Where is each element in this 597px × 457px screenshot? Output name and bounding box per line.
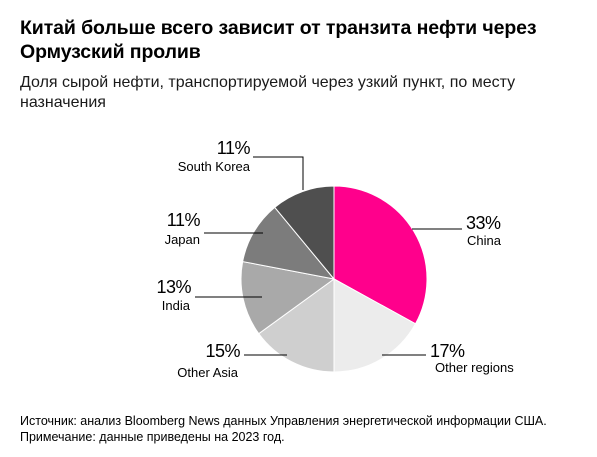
data-note: Примечание: данные приведены на 2023 год… (20, 430, 285, 444)
category-label-other-asia: Other Asia (177, 365, 238, 380)
pie-slice-china (333, 185, 428, 325)
data-label-other-asia: 15% (205, 341, 240, 361)
pie-slice-other-asia (258, 278, 335, 373)
source-note: Источник: анализ Bloomberg News данных У… (20, 414, 547, 428)
data-label-south-korea: 11% (217, 138, 251, 158)
category-label-other-regions: Other regions (435, 360, 514, 375)
category-label-india: India (162, 298, 191, 313)
data-label-other-regions: 17% (430, 341, 465, 361)
data-label-japan: 11% (167, 210, 201, 230)
chart-footer: Источник: анализ Bloomberg News данных У… (20, 413, 590, 445)
category-label-south-korea: South Korea (178, 159, 251, 174)
chart-subtitle: Доля сырой нефти, транспортируемой через… (20, 74, 516, 111)
pie-slice-india (240, 260, 336, 335)
data-label-india: 13% (156, 277, 191, 297)
category-label-japan: Japan (165, 232, 200, 247)
pie-slice-south-korea (274, 185, 335, 281)
category-label-china: China (467, 233, 502, 248)
leader-line-south-korea (253, 156, 304, 190)
chart-title: Китай больше всего зависит от транзита н… (20, 17, 537, 63)
pie-slice-other-regions (333, 278, 417, 373)
data-label-china: 33% (466, 213, 501, 233)
